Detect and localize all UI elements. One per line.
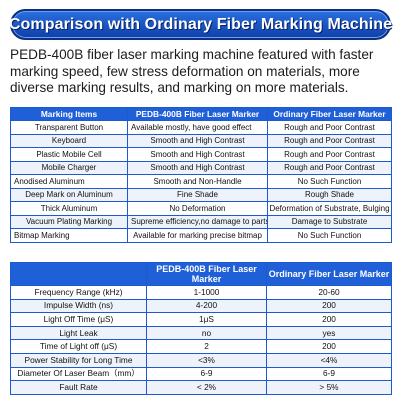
ordinary-cell: No Such Function bbox=[267, 228, 392, 243]
table-row: Light Leak no yes bbox=[10, 325, 392, 341]
ordinary-cell: yes bbox=[266, 325, 392, 341]
spec-cell: Frequency Range (kHz) bbox=[10, 285, 147, 300]
pedb-cell: Smooth and High Contrast bbox=[127, 133, 268, 148]
table-row: Light Off Time (μS) 1μS 200 bbox=[10, 312, 392, 327]
ordinary-cell: Rough and Poor Contrast bbox=[267, 160, 392, 175]
pedb-cell: Fine Shade bbox=[127, 187, 268, 202]
table-row: Vacuum Plating Marking Supreme efficienc… bbox=[10, 214, 392, 229]
table-row: Keyboard Smooth and High Contrast Rough … bbox=[10, 133, 392, 148]
ordinary-cell: 200 bbox=[266, 339, 392, 354]
spec-cell: Impulse Width (ns) bbox=[10, 298, 147, 314]
spec-cell: Light Off Time (μS) bbox=[10, 312, 147, 327]
item-cell: Anodised Aluminum bbox=[10, 174, 128, 189]
item-cell: Thick Aluminum bbox=[10, 201, 128, 216]
pedb-cell: 2 bbox=[146, 339, 267, 354]
pedb-cell: Smooth and High Contrast bbox=[127, 147, 268, 162]
header-ordinary-marker: Ordinary Fiber Laser Marker bbox=[267, 107, 392, 121]
marking-comparison-table: Marking Items PEDB-400B Fiber Laser Mark… bbox=[10, 107, 392, 243]
table-row: Deep Mark on Aluminum Fine Shade Rough S… bbox=[10, 187, 392, 202]
pedb-cell: 4-200 bbox=[146, 298, 267, 314]
ordinary-cell: Rough and Poor Contrast bbox=[267, 133, 392, 148]
pedb-cell: 1-1000 bbox=[146, 285, 267, 300]
header-pedb-marker: PEDB-400B Fiber Laser Marker bbox=[127, 107, 268, 121]
table-row: Impulse Width (ns) 4-200 200 bbox=[10, 298, 392, 314]
item-cell: Keyboard bbox=[10, 133, 128, 148]
header-marking-items: Marking Items bbox=[10, 107, 128, 121]
pedb-cell: Supreme efficiency,no damage to parts bbox=[127, 214, 268, 229]
item-cell: Mobile Charger bbox=[10, 160, 128, 175]
ordinary-cell: Rough and Poor Contrast bbox=[267, 120, 392, 135]
ordinary-cell: Rough Shade bbox=[267, 187, 392, 202]
table-row: Mobile Charger Smooth and High Contrast … bbox=[10, 160, 392, 175]
table-row: Thick Aluminum No Deformation Deformatio… bbox=[10, 201, 392, 216]
item-cell: Bitmap Marking bbox=[10, 228, 128, 243]
intro-paragraph: PEDB-400B fiber laser marking machine fe… bbox=[10, 47, 374, 95]
ordinary-cell: 6-9 bbox=[266, 366, 392, 382]
header-empty bbox=[10, 262, 147, 286]
table-row: Transparent Button Available mostly, hav… bbox=[10, 120, 392, 135]
title-banner: Comparison with Ordinary Fiber Marking M… bbox=[8, 9, 393, 40]
table-row: Time of Light off (μS) 2 200 bbox=[10, 339, 392, 354]
spec-comparison-table: PEDB-400B Fiber Laser Marker Ordinary Fi… bbox=[10, 262, 392, 395]
pedb-cell: Smooth and High Contrast bbox=[127, 160, 268, 175]
ordinary-cell: > 5% bbox=[266, 380, 392, 395]
pedb-cell: Available mostly, have good effect bbox=[127, 120, 268, 135]
pedb-cell: 1μS bbox=[146, 312, 267, 327]
spec-cell: Time of Light off (μS) bbox=[10, 339, 147, 354]
pedb-cell: <3% bbox=[146, 352, 267, 368]
pedb-cell: No Deformation bbox=[127, 201, 268, 216]
ordinary-cell: 20-60 bbox=[266, 285, 392, 300]
pedb-cell: 6-9 bbox=[146, 366, 267, 382]
table-row: Anodised Aluminum Smooth and Non-Handle … bbox=[10, 174, 392, 189]
spec-cell: Diameter Of Laser Beam（mm） bbox=[10, 366, 147, 382]
ordinary-cell: No Such Function bbox=[267, 174, 392, 189]
item-cell: Vacuum Plating Marking bbox=[10, 214, 128, 229]
ordinary-cell: Damage to Substrate bbox=[267, 214, 392, 229]
spec-cell: Light Leak bbox=[10, 325, 147, 341]
table-row: Fault Rate < 2% > 5% bbox=[10, 380, 392, 395]
item-cell: Deep Mark on Aluminum bbox=[10, 187, 128, 202]
pedb-cell: < 2% bbox=[146, 380, 267, 395]
banner-title: Comparison with Ordinary Fiber Marking M… bbox=[8, 15, 393, 33]
table-header-row: Marking Items PEDB-400B Fiber Laser Mark… bbox=[10, 107, 392, 121]
table-row: Frequency Range (kHz) 1-1000 20-60 bbox=[10, 285, 392, 300]
pedb-cell: Smooth and Non-Handle bbox=[127, 174, 268, 189]
spec-cell: Fault Rate bbox=[10, 380, 147, 395]
table-header-row: PEDB-400B Fiber Laser Marker Ordinary Fi… bbox=[10, 262, 392, 286]
ordinary-cell: <4% bbox=[266, 352, 392, 368]
ordinary-cell: 200 bbox=[266, 312, 392, 327]
table-row: Power Stability for Long Time <3% <4% bbox=[10, 352, 392, 368]
ordinary-cell: 200 bbox=[266, 298, 392, 314]
spec-cell: Power Stability for Long Time bbox=[10, 352, 147, 368]
table-row: Diameter Of Laser Beam（mm） 6-9 6-9 bbox=[10, 366, 392, 382]
pedb-cell: no bbox=[146, 325, 267, 341]
table-row: Plastic Mobile Cell Smooth and High Cont… bbox=[10, 147, 392, 162]
header-pedb-marker: PEDB-400B Fiber Laser Marker bbox=[146, 262, 267, 286]
pedb-cell: Available for marking precise bitmap bbox=[127, 228, 268, 243]
header-ordinary-marker: Ordinary Fiber Laser Marker bbox=[266, 262, 392, 286]
item-cell: Plastic Mobile Cell bbox=[10, 147, 128, 162]
ordinary-cell: Rough and Poor Contrast bbox=[267, 147, 392, 162]
item-cell: Transparent Button bbox=[10, 120, 128, 135]
table-row: Bitmap Marking Available for marking pre… bbox=[10, 228, 392, 243]
ordinary-cell: Deformation of Substrate, Bulging bbox=[267, 201, 392, 216]
